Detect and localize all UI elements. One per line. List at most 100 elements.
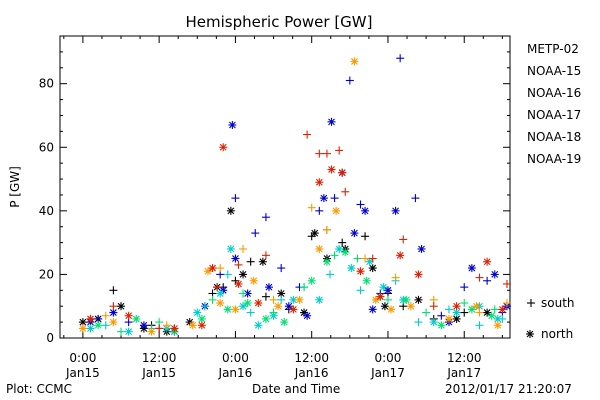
data-point-north: [429, 318, 438, 327]
data-point-south: [330, 251, 339, 260]
data-point-north: [197, 321, 206, 330]
data-point-north: [78, 324, 87, 333]
data-point-north: [414, 270, 423, 279]
data-point-north: [335, 244, 344, 253]
data-point-north: [490, 270, 499, 279]
data-point-north: [239, 270, 248, 279]
data-point-north: [483, 308, 492, 317]
data-point-south: [239, 244, 248, 253]
data-point-north: [347, 264, 356, 273]
data-point-south: [335, 146, 344, 155]
data-point-south: [341, 187, 350, 196]
data-point-north: [452, 302, 461, 311]
data-point-south: [475, 308, 484, 317]
data-point-south: [101, 311, 110, 320]
plot-area-frame: [59, 35, 511, 339]
data-point-south: [383, 295, 392, 304]
data-point-north: [264, 283, 273, 292]
data-point-south: [208, 295, 217, 304]
data-point-south: [356, 200, 365, 209]
marker-legend: south north: [526, 296, 575, 341]
data-point-north: [307, 276, 316, 285]
data-point-north: [203, 267, 212, 276]
data-point-south: [361, 232, 370, 241]
data-point-south: [490, 305, 499, 314]
marker-legend-label: north: [541, 327, 573, 341]
data-point-south: [117, 327, 126, 336]
data-point-south: [437, 311, 446, 320]
data-point-north: [356, 267, 365, 276]
data-point-north: [86, 314, 95, 323]
x-tick-label-date: Jan16: [218, 366, 253, 380]
data-point-north: [380, 302, 389, 311]
data-point-north: [226, 206, 235, 215]
data-point-north: [362, 276, 371, 285]
data-point-north: [86, 324, 95, 333]
data-point-south: [356, 286, 365, 295]
data-point-south: [261, 213, 270, 222]
data-point-south: [246, 308, 255, 317]
data-point-south: [396, 54, 405, 63]
data-point-north: [216, 299, 225, 308]
data-point-south: [315, 206, 324, 215]
data-point-south: [326, 270, 334, 279]
x-tick-label-time: 0:00: [69, 351, 96, 365]
asterisk-icon: [526, 330, 534, 338]
data-point-north: [280, 318, 289, 327]
data-point-north: [350, 57, 359, 66]
data-point-north: [78, 318, 87, 327]
data-point-north: [417, 244, 426, 253]
data-point-north: [361, 206, 370, 215]
data-point-south: [109, 302, 118, 311]
data-point-north: [414, 295, 423, 304]
data-point-south: [155, 324, 164, 333]
data-point-south: [200, 302, 209, 311]
data-point-north: [379, 283, 388, 292]
data-point-south: [261, 292, 270, 301]
data-point-north: [350, 229, 359, 238]
data-point-south: [502, 299, 511, 308]
data-point-north: [437, 321, 446, 330]
data-point-south: [109, 286, 118, 295]
data-point-south: [368, 254, 377, 263]
data-point-south: [460, 299, 469, 308]
data-point-south: [307, 203, 316, 212]
data-point-north: [231, 254, 240, 263]
data-point-north: [223, 305, 232, 314]
data-point-south: [315, 149, 324, 158]
data-point-south: [246, 257, 255, 266]
data-point-south: [261, 251, 270, 260]
chart-title: Hemispheric Power [GW]: [186, 13, 373, 31]
data-point-south: [322, 225, 331, 234]
legend-entry: NOAA-15: [527, 64, 581, 78]
x-tick-label-date: Jan15: [141, 366, 176, 380]
data-point-north: [493, 321, 502, 330]
data-point-north: [170, 324, 179, 333]
data-point-north: [319, 194, 328, 203]
data-point-south: [216, 264, 225, 273]
data-point-south: [353, 254, 362, 263]
data-point-south: [399, 235, 408, 244]
data-point-north: [483, 257, 492, 266]
data-point-north: [332, 206, 341, 215]
y-tick-label: 80: [39, 77, 54, 91]
data-point-north: [94, 321, 103, 330]
data-point-north: [376, 292, 385, 301]
data-point-north: [132, 314, 141, 323]
data-point-north: [124, 327, 133, 336]
data-point-south: [239, 289, 248, 298]
data-point-north: [327, 117, 336, 126]
x-tick-label-date: Jan17: [446, 366, 481, 380]
data-point-north: [289, 305, 298, 314]
x-tick-label-date: Jan16: [294, 366, 329, 380]
data-point-south: [460, 283, 469, 292]
y-axis-label: P [GW]: [8, 166, 22, 208]
data-point-north: [228, 121, 237, 130]
data-point-south: [231, 194, 240, 203]
data-point-north: [315, 295, 324, 304]
legend-entry: NOAA-16: [527, 86, 581, 100]
data-point-north: [315, 244, 324, 253]
data-point-south: [475, 273, 484, 282]
data-point-south: [269, 295, 278, 304]
